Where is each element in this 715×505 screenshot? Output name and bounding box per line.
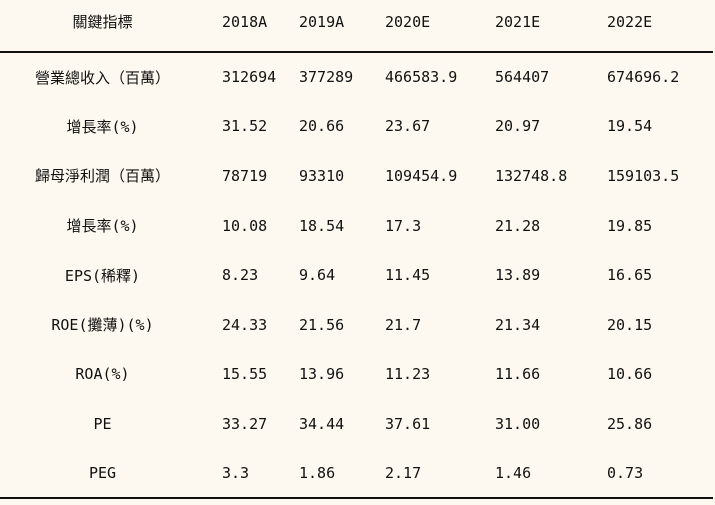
value-cell: 25.86	[607, 414, 653, 433]
table-row: 營業總收入（百萬） 312694 377289 466583.9 564407 67469…	[0, 52, 713, 102]
value-cell: 377289	[299, 68, 354, 87]
value-cell: 19.85	[607, 216, 653, 235]
header-2021e: 2021E	[494, 0, 605, 53]
table-row: 歸母淨利潤（百萬） 78719 93310 109454.9 132748.8 15910…	[0, 151, 713, 201]
value-cell: 9.64	[299, 266, 336, 285]
value-cell: 159103.5	[607, 166, 680, 185]
value-cell: 20.66	[299, 117, 345, 136]
header-2019a: 2019A	[297, 0, 385, 53]
value-cell: 13.89	[495, 266, 541, 285]
metric-label-cell: EPS(稀釋)	[64, 266, 141, 285]
header-2020e: 2020E	[385, 0, 494, 53]
metric-label-cell: PE	[93, 414, 112, 433]
metric-label-cell: 歸母淨利潤（百萬）	[34, 167, 170, 186]
metric-label-cell: PEG	[0, 448, 205, 500]
metric-label-cell: 增長率(%)	[66, 217, 139, 236]
header-2022e: 2022E	[605, 0, 713, 53]
value-cell: 24.33	[222, 315, 268, 334]
value-cell: 8.23	[222, 266, 259, 285]
value-cell: 11.23	[385, 365, 431, 384]
value-cell: 31.00	[495, 414, 541, 433]
value-cell: 23.67	[385, 117, 431, 136]
value-cell: 13.96	[299, 365, 345, 384]
value-cell: 2.17	[385, 448, 494, 500]
value-cell: 93310	[299, 166, 345, 185]
table-row: PE 33.27 34.44 37.61 31.00 25.86	[0, 399, 713, 449]
value-cell: 21.28	[495, 216, 541, 235]
header-metric: 關鍵指標	[0, 0, 205, 53]
table-row: ROA(%) 15.55 13.96 11.23 11.66 10.66	[0, 350, 713, 400]
metric-label-cell: 營業總收入（百萬）	[34, 68, 170, 87]
value-cell: 20.15	[607, 315, 653, 334]
value-cell: 3.3	[205, 448, 297, 500]
value-cell: 0.73	[605, 448, 713, 500]
value-cell: 31.52	[222, 117, 268, 136]
value-cell: 132748.8	[495, 166, 568, 185]
value-cell: 1.46	[494, 448, 605, 500]
metric-label-cell: 增長率(%)	[66, 117, 139, 136]
table-header-row: 關鍵指標 2018A 2019A 2020E 2021E 2022E	[0, 0, 713, 53]
value-cell: 34.44	[299, 414, 345, 433]
value-cell: 16.65	[607, 266, 653, 285]
table-row: EPS(稀釋) 8.23 9.64 11.45 13.89 16.65	[0, 250, 713, 300]
value-cell: 15.55	[222, 365, 268, 384]
value-cell: 21.7	[385, 315, 422, 334]
value-cell: 21.34	[495, 315, 541, 334]
value-cell: 37.61	[385, 414, 431, 433]
value-cell: 10.08	[222, 216, 268, 235]
metric-label-cell: ROA(%)	[75, 365, 130, 384]
value-cell: 17.3	[385, 216, 422, 235]
value-cell: 11.45	[385, 266, 431, 285]
value-cell: 20.97	[495, 117, 541, 136]
value-cell: 312694	[222, 68, 277, 87]
metric-label-cell: ROE(攤薄)(%)	[51, 316, 154, 335]
value-cell: 109454.9	[385, 166, 458, 185]
value-cell: 11.66	[495, 365, 541, 384]
value-cell: 466583.9	[385, 68, 458, 87]
value-cell: 1.86	[297, 448, 385, 500]
value-cell: 10.66	[607, 365, 653, 384]
table-row: 增長率(%) 10.08 18.54 17.3 21.28 19.85	[0, 201, 713, 251]
table-row: PEG 3.3 1.86 2.17 1.46 0.73	[0, 448, 713, 500]
value-cell: 78719	[222, 166, 268, 185]
value-cell: 21.56	[299, 315, 345, 334]
table-row: 增長率(%) 31.52 20.66 23.67 20.97 19.54	[0, 102, 713, 152]
header-2018a: 2018A	[205, 0, 297, 53]
value-cell: 33.27	[222, 414, 268, 433]
table-row: ROE(攤薄)(%) 24.33 21.56 21.7 21.34 20.15	[0, 300, 713, 350]
value-cell: 18.54	[299, 216, 345, 235]
value-cell: 674696.2	[607, 68, 680, 87]
value-cell: 19.54	[607, 117, 653, 136]
value-cell: 564407	[495, 68, 550, 87]
